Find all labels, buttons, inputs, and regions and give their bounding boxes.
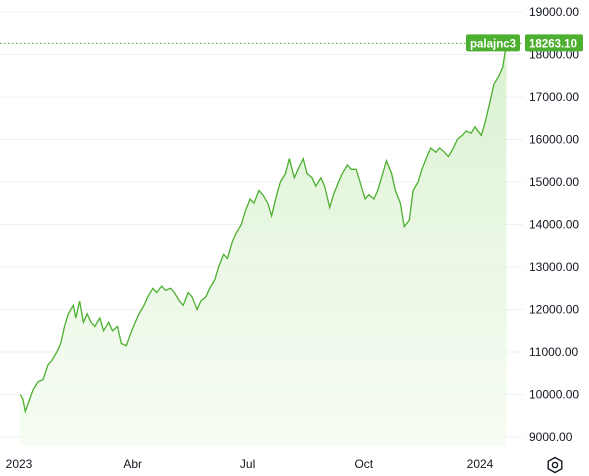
series-name-tag [466,34,520,52]
last-value-label: 18263.10 [529,38,577,50]
series-line [19,43,508,414]
y-axis: 9000.00 10000.00 11000.00 12000.00 13000.00 1… [529,5,579,444]
x-tick-label: 2024 [467,457,494,471]
y-tick-label: 13000.00 [529,260,579,274]
x-tick-label: Oct [354,457,373,471]
x-tick-label: Abr [123,457,142,471]
y-tick-label: 11000.00 [529,345,578,359]
last-value-tag [525,34,583,52]
gear-icon[interactable] [545,456,565,474]
y-tick-label: 9000.00 [529,430,573,444]
y-tick-label: 16000.00 [529,133,579,147]
series-name-label: palajnc3 [470,38,516,50]
x-tick-label: 2023 [6,457,33,471]
y-tick-label: 12000.00 [529,303,579,317]
series-area [20,43,507,447]
x-axis: 2023 Abr Jul Oct 2024 [6,457,494,471]
y-tick-label: 17000.00 [529,90,579,104]
x-tick-label: Jul [240,457,255,471]
y-tick-label: 14000.00 [529,218,579,232]
y-tick-label: 15000.00 [529,175,579,189]
y-tick-label: 10000.00 [529,388,579,402]
y-tick-label: 19000.00 [529,5,579,19]
last-price-tags: palajnc3 18263.10 [466,34,583,52]
